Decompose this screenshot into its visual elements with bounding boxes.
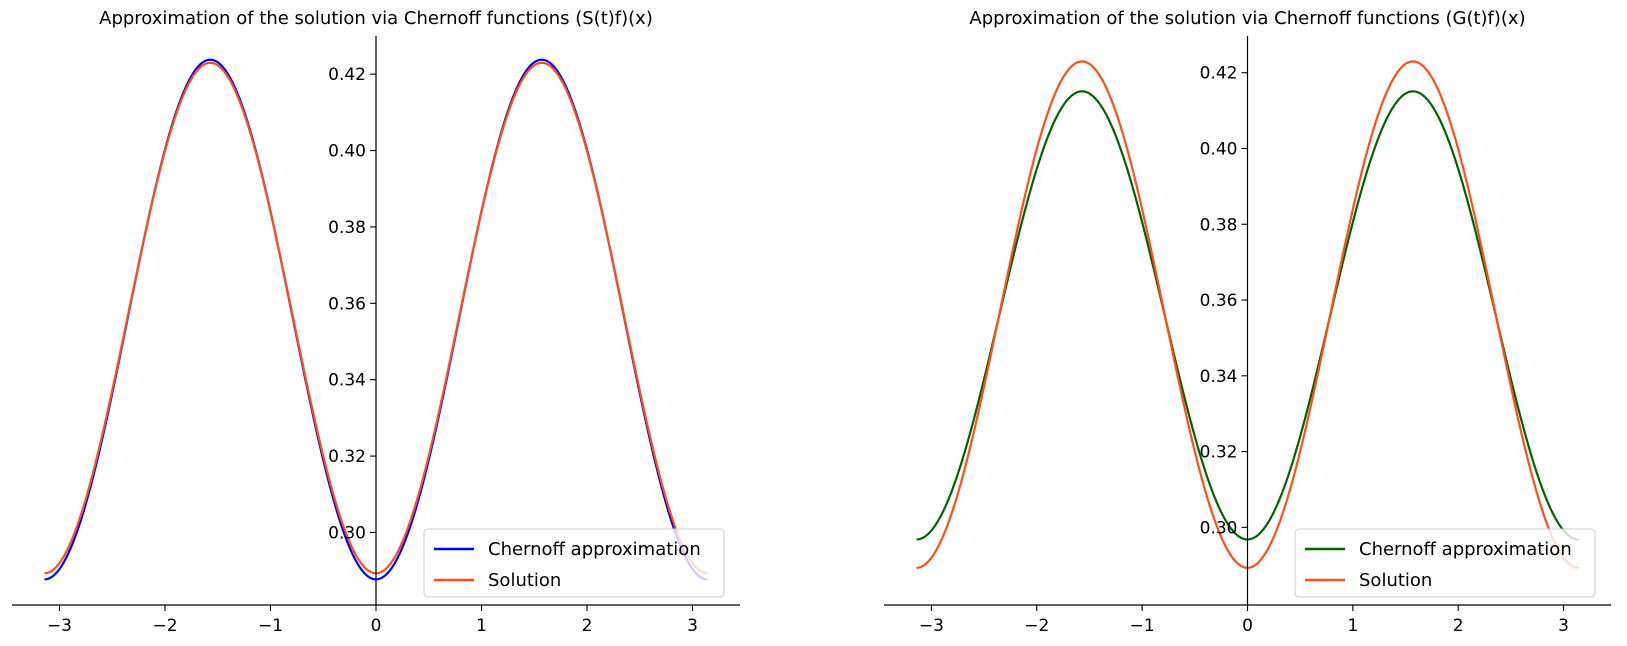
y-tick-label: 0.30 [328, 523, 366, 543]
legend-box [423, 528, 725, 598]
y-tick-label: 0.40 [328, 142, 366, 162]
x-tick-label: 3 [1558, 616, 1569, 636]
x-tick-label: 2 [582, 616, 593, 636]
y-tick-label: 0.42 [328, 65, 366, 85]
legend-label: Solution [1359, 570, 1432, 591]
x-tick-label: −1 [258, 616, 283, 636]
y-tick-label: 0.40 [1200, 140, 1238, 160]
x-tick-label: −2 [152, 616, 177, 636]
chart-title: Approximation of the solution via Cherno… [969, 8, 1525, 29]
legend: Chernoff approximation Solution [1294, 528, 1596, 598]
y-tick-label: 0.32 [1200, 443, 1238, 463]
y-tick-label: 0.42 [1200, 64, 1238, 84]
chart-2: Approximation of the solution via Cherno… [884, 8, 1611, 636]
legend-label: Chernoff approximation [488, 539, 701, 560]
y-tick-label: 0.34 [1200, 367, 1238, 387]
x-tick-label: −3 [47, 616, 72, 636]
y-tick-label: 0.34 [328, 371, 366, 391]
x-tick-label: −2 [1024, 616, 1049, 636]
legend: Chernoff approximation Solution [423, 528, 725, 598]
y-tick-label: 0.38 [1200, 215, 1238, 235]
x-tick-label: 3 [687, 616, 698, 636]
legend-label: Solution [488, 570, 561, 591]
x-tick-label: 1 [476, 616, 487, 636]
y-tick-label: 0.30 [1200, 518, 1238, 538]
x-tick-label: 0 [1242, 616, 1253, 636]
legend-label: Chernoff approximation [1359, 539, 1572, 560]
x-tick-label: 1 [1347, 616, 1358, 636]
x-tick-label: −3 [919, 616, 944, 636]
chart-1: Approximation of the solution via Cherno… [12, 8, 740, 636]
y-tick-label: 0.36 [1200, 291, 1238, 311]
x-tick-label: −1 [1130, 616, 1155, 636]
chart-title: Approximation of the solution via Cherno… [99, 8, 653, 29]
x-tick-label: 2 [1453, 616, 1464, 636]
x-tick-label: 0 [371, 616, 382, 636]
legend-box [1294, 528, 1596, 598]
y-tick-label: 0.36 [328, 294, 366, 314]
y-tick-label: 0.32 [328, 447, 366, 467]
y-tick-label: 0.38 [328, 218, 366, 238]
